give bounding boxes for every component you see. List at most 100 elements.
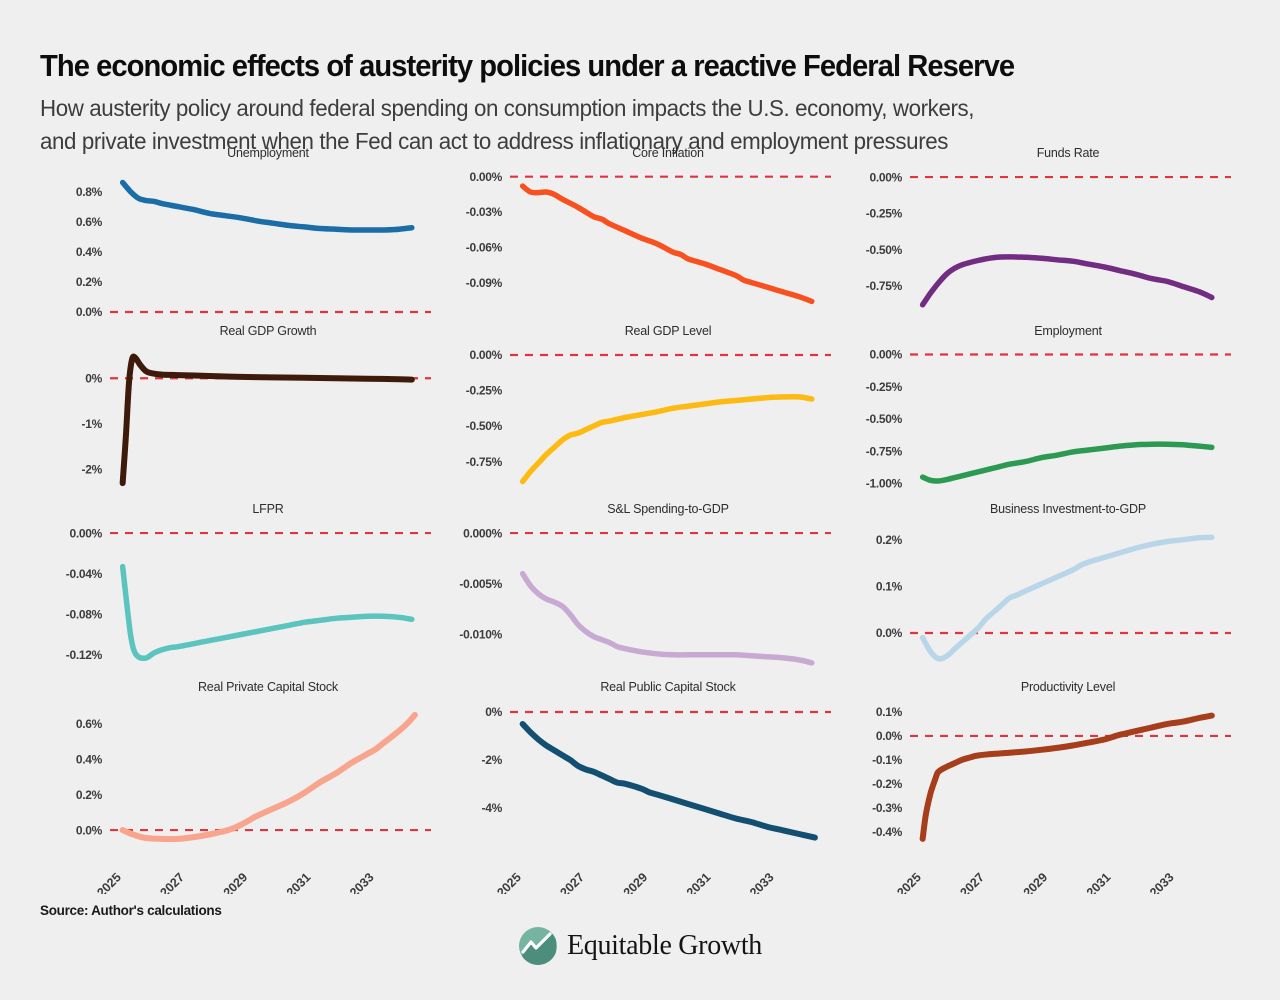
y-tick-label: -0.005%	[459, 577, 502, 591]
real-gdp-growth-plot: 0% -1% -2%	[82, 353, 431, 487]
y-tick-label: -0.25%	[866, 207, 903, 221]
chart-title: Business Investment-to-GDP	[990, 502, 1146, 516]
x-tick-label: 2031	[284, 870, 314, 894]
y-tick-label: 0.2%	[76, 788, 103, 802]
chart-title: LFPR	[252, 502, 284, 516]
chart-funds-rate: Funds Rate 0.00% -0.25% -0.50% -0.75%	[838, 146, 1234, 316]
y-tick-label: -0.75%	[466, 455, 503, 469]
unemployment-plot: 0.8% 0.6% 0.4% 0.2% 0.0%	[76, 179, 431, 316]
x-tick-label: 2033	[1147, 870, 1177, 894]
y-tick-label: 0.00%	[69, 526, 102, 540]
page-title: The economic effects of austerity polici…	[40, 48, 1015, 83]
y-tick-label: 0.1%	[876, 705, 903, 719]
y-tick-label: -1.00%	[866, 477, 903, 491]
y-tick-label: -0.2%	[872, 777, 902, 791]
y-tick-label: 0%	[485, 705, 502, 719]
x-tick-label: 2029	[221, 870, 251, 894]
y-tick-label: -0.06%	[466, 240, 503, 254]
series-line	[519, 183, 815, 305]
y-tick-label: -0.50%	[866, 243, 903, 257]
subtitle-line-1: How austerity policy around federal spen…	[40, 95, 975, 121]
y-tick-label: 0.0%	[76, 305, 103, 316]
charts-grid: Unemployment 0.8% 0.6% 0.4% 0.2% 0.0% Core I…	[38, 146, 1242, 894]
subtitle-line-2: and private investment when the Fed can …	[40, 128, 949, 155]
chart-core-inflation: Core Inflation 0.00% -0.03% -0.06% -0.09%	[438, 146, 834, 316]
lfpr-plot: 0.00% -0.04% -0.08% -0.12%	[66, 526, 431, 662]
chart-real-public-capital-stock: Real Public Capital Stock 0% -2% -4% 2025 20…	[438, 680, 834, 894]
x-tick-label: 2031	[1084, 870, 1114, 894]
y-tick-label: -2%	[482, 753, 503, 767]
chart-sl-spending-to-gdp: S&L Spending-to-GDP 0.000% -0.005% -0.010%	[438, 502, 834, 672]
y-tick-label: 0.2%	[876, 533, 903, 547]
y-tick-label: -0.09%	[466, 276, 503, 290]
y-tick-label: -1%	[82, 417, 103, 431]
y-tick-label: -0.50%	[466, 419, 503, 433]
y-tick-label: 0.00%	[869, 348, 902, 362]
x-tick-label: 2025	[494, 870, 524, 894]
y-tick-label: -0.75%	[866, 444, 903, 458]
y-tick-label: 0.0%	[876, 729, 903, 743]
y-tick-label: 0.4%	[76, 752, 103, 766]
equitable-growth-logo: Equitable Growth	[0, 926, 1280, 966]
series-line	[519, 570, 815, 666]
chart-title: Real Private Capital Stock	[197, 680, 338, 694]
y-tick-label: -0.08%	[66, 607, 103, 621]
y-tick-label: 0.8%	[76, 185, 103, 199]
y-tick-label: -0.25%	[866, 380, 903, 394]
series-line	[119, 179, 415, 233]
chart-real-gdp-level: Real GDP Level 0.00% -0.25% -0.50% -0.75%	[438, 324, 834, 494]
chart-unemployment: Unemployment 0.8% 0.6% 0.4% 0.2% 0.0%	[38, 146, 434, 316]
y-tick-label: 0.00%	[469, 170, 502, 184]
y-tick-label: 0.1%	[876, 580, 903, 594]
chart-business-investment-to-gdp: Business Investment-to-GDP 0.2% 0.1% 0.0%	[838, 502, 1234, 672]
chart-title: Core Inflation	[632, 146, 704, 160]
page-subtitle: How austerity policy around federal spen…	[40, 92, 1214, 159]
y-tick-label: 0.2%	[76, 275, 103, 289]
chart-title: Employment	[1034, 324, 1102, 338]
y-tick-label: 0.00%	[469, 348, 502, 362]
y-tick-label: 0.0%	[876, 626, 903, 640]
y-tick-label: -2%	[82, 463, 103, 477]
chart-employment: Employment 0.00% -0.25% -0.50% -0.75% -1.00%	[838, 324, 1234, 494]
logo-text: Equitable Growth	[566, 930, 763, 961]
x-tick-label: 2031	[684, 870, 714, 894]
y-tick-label: 0.6%	[76, 215, 103, 229]
real-private-capital-plot: 0.6% 0.4% 0.2% 0.0% 2025 2027 2029 2031 2033	[76, 711, 431, 894]
chart-real-private-capital-stock: Real Private Capital Stock 0.6% 0.4% 0.2% 0…	[38, 680, 434, 894]
chart-title: S&L Spending-to-GDP	[607, 502, 729, 516]
x-tick-label: 2033	[347, 870, 377, 894]
sl-spending-plot: 0.000% -0.005% -0.010%	[459, 526, 831, 666]
y-tick-label: 0.6%	[76, 717, 103, 731]
series-line	[919, 254, 1215, 308]
chart-real-gdp-growth: Real GDP Growth 0% -1% -2%	[38, 324, 434, 494]
series-line	[919, 712, 1215, 842]
y-tick-label: -0.12%	[66, 648, 103, 662]
series-line	[919, 441, 1215, 484]
real-gdp-level-plot: 0.00% -0.25% -0.50% -0.75%	[466, 348, 831, 485]
funds-rate-plot: 0.00% -0.25% -0.50% -0.75%	[866, 170, 1231, 308]
x-tick-label: 2025	[894, 870, 924, 894]
header: The economic effects of austerity polici…	[40, 48, 1250, 159]
y-tick-label: -0.75%	[866, 279, 903, 293]
chart-title: Real GDP Level	[624, 324, 712, 338]
y-tick-label: 0.0%	[76, 823, 103, 837]
chart-title: Real GDP Growth	[219, 324, 317, 338]
y-tick-label: 0.00%	[869, 170, 902, 184]
chart-title: Unemployment	[227, 146, 309, 160]
y-tick-label: -0.03%	[466, 205, 503, 219]
x-tick-label: 2029	[1021, 870, 1051, 894]
chart-lfpr: LFPR 0.00% -0.04% -0.08% -0.12%	[38, 502, 434, 672]
x-tick-label: 2033	[747, 870, 777, 894]
y-tick-label: -0.1%	[872, 753, 902, 767]
y-tick-label: -0.25%	[466, 384, 503, 398]
x-tick-label: 2027	[557, 870, 587, 894]
real-public-capital-plot: 0% -2% -4% 2025 2027 2029 2031 2033	[482, 705, 831, 894]
chart-title: Real Public Capital Stock	[600, 680, 736, 694]
y-tick-label: 0.4%	[76, 245, 103, 259]
business-investment-plot: 0.2% 0.1% 0.0%	[876, 533, 1231, 662]
series-line	[919, 534, 1215, 662]
series-line	[119, 563, 415, 661]
y-tick-label: 0.000%	[463, 526, 503, 540]
productivity-level-plot: 0.1% 0.0% -0.1% -0.2% -0.3% -0.4% 2025 2027 2029…	[872, 705, 1231, 894]
chart-productivity-level: Productivity Level 0.1% 0.0% -0.1% -0.2% -0.…	[838, 680, 1234, 894]
